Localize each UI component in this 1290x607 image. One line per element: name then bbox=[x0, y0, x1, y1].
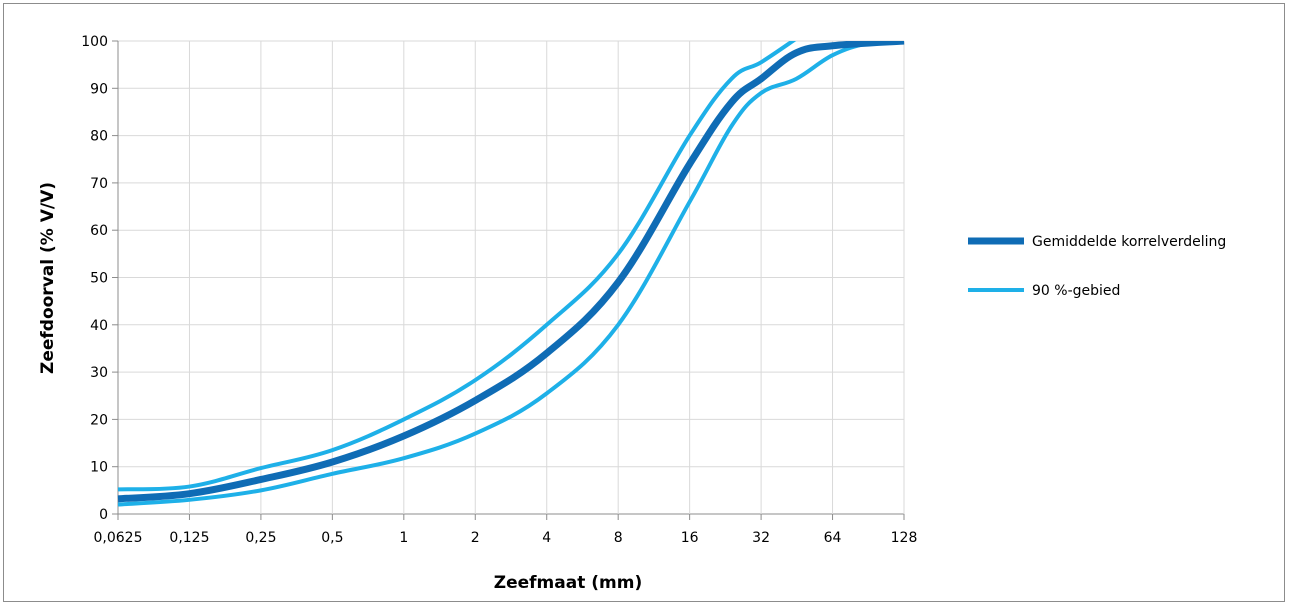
y-axis-title: Zeefdoorval (% V/V) bbox=[38, 182, 58, 374]
x-tick-label: 16 bbox=[681, 530, 699, 546]
x-tick-label: 2 bbox=[471, 530, 480, 546]
series-layer bbox=[117, 41, 905, 507]
y-tick-label: 30 bbox=[90, 365, 108, 381]
x-tick-label: 4 bbox=[542, 530, 551, 546]
series-band-upper-line bbox=[117, 41, 797, 492]
y-tick-labels: 0 10 20 30 40 50 60 70 80 90 100 bbox=[81, 34, 108, 523]
series-band-lower-line bbox=[117, 41, 905, 507]
x-tick-label: 8 bbox=[614, 530, 623, 546]
x-tick-label: 1 bbox=[399, 530, 408, 546]
y-tick-label: 10 bbox=[90, 460, 108, 476]
y-tick-label: 100 bbox=[81, 34, 108, 50]
chart-frame bbox=[3, 3, 1285, 602]
x-tick-labels: 0,0625 0,125 0,25 0,5 1 2 4 8 16 32 64 128 bbox=[94, 530, 918, 546]
x-tick-label: 0,25 bbox=[245, 530, 276, 546]
legend: Gemiddelde korrelverdeling 90 %-gebied bbox=[968, 234, 1226, 299]
legend-label: 90 %-gebied bbox=[1032, 283, 1120, 299]
x-tick-label: 0,5 bbox=[321, 530, 343, 546]
y-tick-label: 40 bbox=[90, 318, 108, 334]
y-tick-label: 70 bbox=[90, 176, 108, 192]
y-tick-label: 90 bbox=[90, 81, 108, 97]
x-tick-label: 0,125 bbox=[169, 530, 209, 546]
x-tick-label: 128 bbox=[891, 530, 918, 546]
legend-label: Gemiddelde korrelverdeling bbox=[1032, 234, 1226, 250]
x-tick-label: 32 bbox=[752, 530, 770, 546]
x-tick-label: 64 bbox=[824, 530, 842, 546]
series-mean-line bbox=[117, 41, 905, 503]
y-tick-label: 80 bbox=[90, 129, 108, 145]
y-tick-label: 50 bbox=[90, 271, 108, 287]
x-axis-title: Zeefmaat (mm) bbox=[494, 573, 642, 593]
y-tick-label: 60 bbox=[90, 223, 108, 239]
y-tick-label: 0 bbox=[99, 507, 108, 523]
y-tick-label: 20 bbox=[90, 412, 108, 428]
grid bbox=[112, 40, 905, 520]
x-tick-label: 0,0625 bbox=[94, 530, 143, 546]
